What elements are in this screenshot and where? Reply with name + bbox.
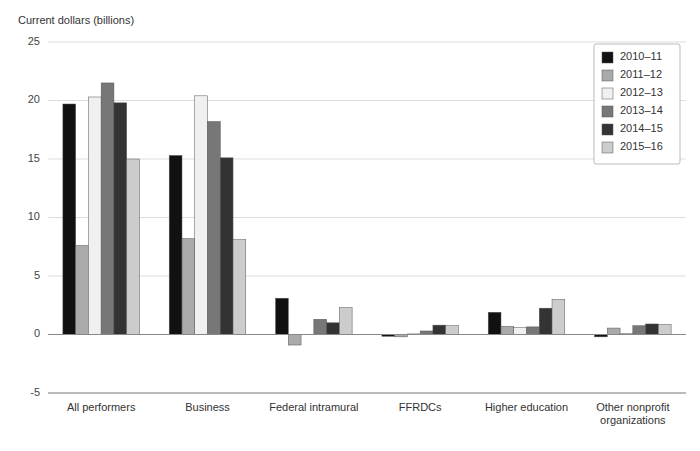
chart-container: -5 0 5 10 15 20 25 All performers Business Federa…: [0, 0, 700, 451]
bar: [169, 155, 182, 334]
bar: [114, 103, 127, 335]
bar: [488, 312, 501, 334]
x-tick-label: Business: [185, 401, 230, 413]
legend-swatch: [602, 124, 613, 135]
legend-label: 2012–13: [620, 86, 663, 98]
legend-swatch: [602, 52, 613, 63]
chart: -5 0 5 10 15 20 25 All performers Business Federa…: [0, 0, 700, 451]
grid: [48, 42, 686, 393]
y-axis-label: Current dollars (billions): [18, 14, 134, 26]
y-tick-label: -5: [30, 386, 40, 398]
bar: [127, 159, 140, 335]
bar: [446, 326, 459, 335]
legend-label: 2011–12: [620, 68, 662, 80]
grid-line: [48, 217, 686, 218]
bar: [276, 298, 289, 334]
grid-line: [48, 159, 686, 160]
bar: [101, 83, 114, 335]
bar: [88, 97, 101, 335]
y-tick-label: 15: [28, 152, 40, 164]
bar: [420, 331, 433, 335]
x-tick-label: All performers: [67, 401, 136, 413]
bar: [208, 122, 221, 335]
grid-line: [48, 276, 686, 277]
legend-label: 2015–16: [620, 140, 663, 152]
x-tick-label: FFRDCs: [399, 401, 442, 413]
x-tick-label: Federal intramural: [269, 401, 358, 413]
grid-line: [48, 334, 686, 335]
legend-swatch: [602, 106, 613, 117]
grid-line: [48, 393, 686, 394]
legend-frame: [594, 44, 680, 164]
legend-swatch: [602, 142, 613, 153]
grid-line: [48, 42, 686, 43]
bar: [539, 308, 552, 334]
bar: [607, 328, 620, 334]
bar: [182, 239, 195, 335]
y-tick-label: 20: [28, 93, 40, 105]
bar: [527, 327, 540, 335]
bar: [314, 319, 327, 334]
bar: [658, 325, 671, 335]
bar: [633, 326, 646, 335]
bar: [514, 327, 527, 334]
bar: [339, 308, 352, 335]
bar: [501, 326, 514, 334]
y-tick-label: 5: [34, 269, 40, 281]
bar: [646, 324, 659, 335]
x-tick-label: Other nonprofitorganizations: [596, 401, 669, 426]
bars: [63, 83, 671, 345]
bar: [233, 240, 246, 335]
legend-swatch: [602, 88, 613, 99]
bar: [195, 96, 208, 335]
legend-label: 2010–11: [620, 50, 662, 62]
bar: [220, 158, 233, 335]
bar: [76, 246, 89, 335]
y-tick-label: 25: [28, 35, 40, 47]
legend: 2010–11 2011–12 2012–13 2013–14 2014–15 2015–…: [594, 44, 680, 164]
legend-label: 2013–14: [620, 104, 663, 116]
x-axis-line: [48, 393, 686, 394]
bar: [433, 325, 446, 334]
legend-swatch: [602, 70, 613, 81]
zero-line: [48, 334, 686, 335]
bar: [552, 299, 565, 334]
bar: [288, 335, 301, 346]
y-tick-label: 10: [28, 210, 40, 222]
x-tick-label: Higher education: [485, 401, 568, 413]
grid-line: [48, 100, 686, 101]
y-tick-label: 0: [34, 327, 40, 339]
legend-label: 2014–15: [620, 122, 663, 134]
bar: [63, 104, 76, 334]
bar: [327, 323, 340, 335]
